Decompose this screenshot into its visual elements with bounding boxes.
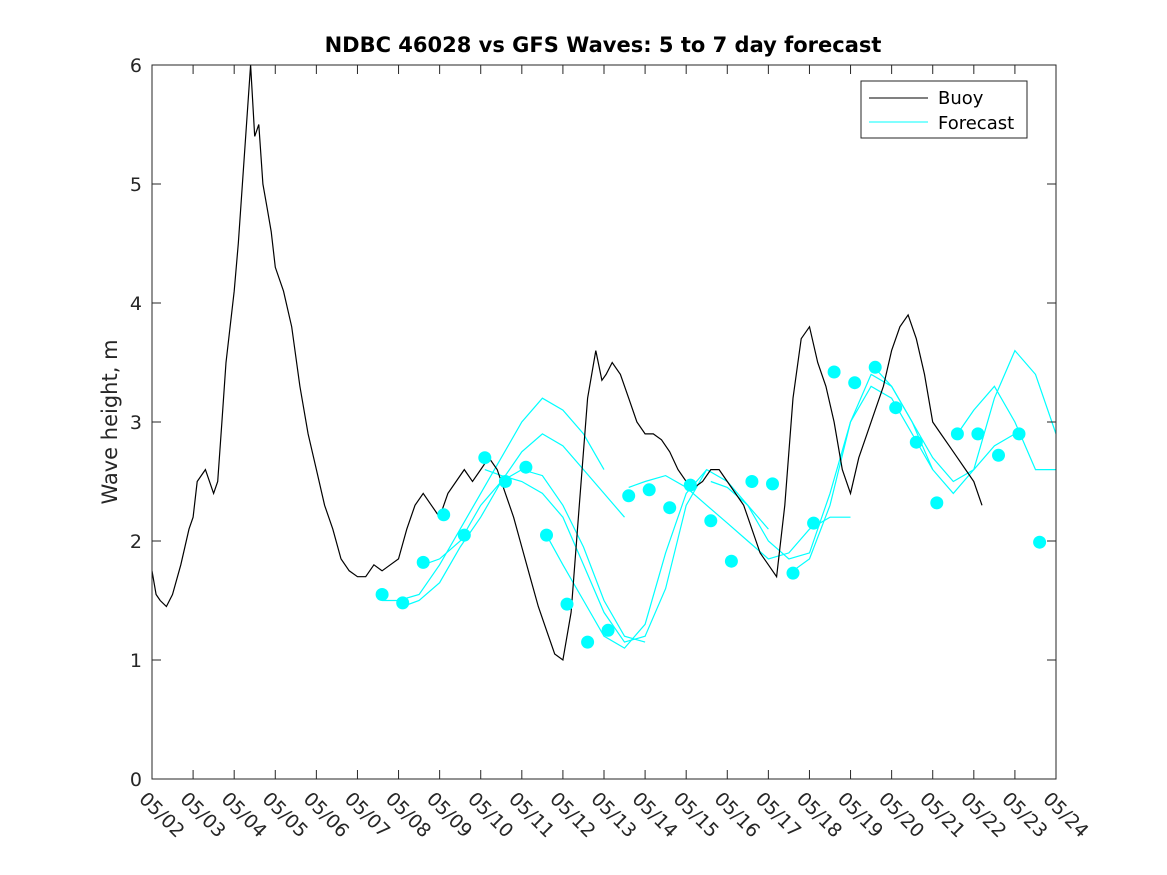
- forecast-marker: [478, 451, 492, 465]
- forecast-marker: [930, 496, 944, 510]
- x-tick-label: 05/03: [176, 788, 230, 842]
- x-tick-label: 05/13: [586, 788, 640, 842]
- x-tick-label: 05/06: [299, 788, 353, 842]
- x-tick-label: 05/20: [874, 788, 928, 842]
- forecast-marker: [807, 516, 821, 530]
- forecast-marker: [560, 597, 574, 611]
- legend-box: [860, 80, 1028, 139]
- forecast-marker: [971, 427, 985, 441]
- forecast-marker: [704, 514, 718, 528]
- x-tick-label: 05/16: [710, 788, 764, 842]
- y-tick-label: 2: [130, 531, 142, 553]
- x-tick-label: 05/07: [340, 788, 394, 842]
- x-tick-label: 05/22: [956, 788, 1010, 842]
- forecast-marker: [992, 448, 1005, 462]
- forecast-marker: [1012, 427, 1026, 441]
- forecast-marker: [457, 528, 471, 542]
- x-tick-label: 05/18: [792, 788, 846, 842]
- y-tick-label: 1: [130, 650, 142, 672]
- x-tick-label: 05/14: [628, 788, 682, 842]
- legend-buoy-label: Buoy: [938, 88, 984, 109]
- forecast-series-lines: [382, 349, 1056, 649]
- forecast-marker: [786, 566, 800, 580]
- x-tick-label: 05/04: [217, 788, 271, 842]
- y-axis-label: Wave height, m: [98, 339, 122, 504]
- forecast-marker: [519, 460, 533, 474]
- y-axis: 0 1 2 3 4 5 6: [130, 55, 1056, 791]
- forecast-marker: [848, 376, 862, 390]
- forecast-marker: [909, 435, 923, 449]
- x-tick-label: 05/17: [751, 788, 805, 842]
- forecast-marker: [437, 508, 451, 522]
- x-tick-label: 05/02: [134, 788, 188, 842]
- forecast-marker: [416, 555, 430, 569]
- x-tick-label: 05/21: [915, 788, 969, 842]
- forecast-marker: [950, 427, 964, 441]
- forecast-marker: [642, 483, 656, 497]
- forecast-run-line-1: [402, 433, 625, 608]
- y-tick-label: 3: [130, 412, 142, 434]
- buoy-line: [152, 65, 983, 662]
- forecast-run-line-3: [484, 469, 708, 643]
- x-tick-label: 05/05: [258, 788, 312, 842]
- plot-background: [152, 65, 1056, 779]
- forecast-marker: [868, 360, 882, 374]
- forecast-markers: [375, 360, 1047, 649]
- forecast-marker: [663, 501, 677, 515]
- x-tick-label: 05/15: [669, 788, 723, 842]
- forecast-run-line-9: [956, 385, 1056, 471]
- forecast-marker: [601, 623, 615, 637]
- y-tick-label: 6: [130, 55, 142, 77]
- y-tick-label: 5: [130, 174, 142, 196]
- x-tick-label: 05/24: [1038, 788, 1092, 842]
- chart-title: NDBC 46028 vs GFS Waves: 5 to 7 day fore…: [325, 33, 882, 57]
- legend-forecast-label: Forecast: [938, 113, 1014, 134]
- forecast-marker: [498, 475, 512, 488]
- y-tick-label: 4: [130, 293, 142, 315]
- chart-legend: Buoy Forecast: [860, 80, 1028, 139]
- forecast-marker: [889, 401, 903, 415]
- x-tick-label: 05/10: [463, 788, 517, 842]
- forecast-marker: [540, 528, 553, 542]
- forecast-marker: [1033, 535, 1047, 549]
- forecast-marker: [745, 475, 759, 488]
- forecast-run-line-0: [382, 397, 605, 602]
- x-tick-label: 05/19: [833, 788, 887, 842]
- forecast-run-line-8: [874, 349, 1056, 495]
- forecast-marker: [683, 478, 697, 492]
- forecast-marker: [375, 588, 389, 601]
- x-tick-label: 05/08: [381, 788, 435, 842]
- x-tick-label: 05/09: [422, 788, 476, 842]
- forecast-marker: [766, 477, 779, 491]
- forecast-marker: [827, 365, 841, 379]
- buoy-series: [152, 65, 983, 662]
- y-tick-label: 0: [130, 769, 142, 791]
- forecast-marker: [622, 489, 636, 503]
- forecast-marker: [724, 554, 738, 568]
- forecast-marker: [581, 635, 595, 649]
- plot-area: [151, 64, 1057, 780]
- forecast-marker: [396, 596, 410, 610]
- x-tick-label: 05/23: [997, 788, 1051, 842]
- x-tick-label: 05/11: [504, 788, 558, 842]
- x-tick-label: 05/12: [545, 788, 599, 842]
- forecast-run-line-2: [422, 468, 646, 643]
